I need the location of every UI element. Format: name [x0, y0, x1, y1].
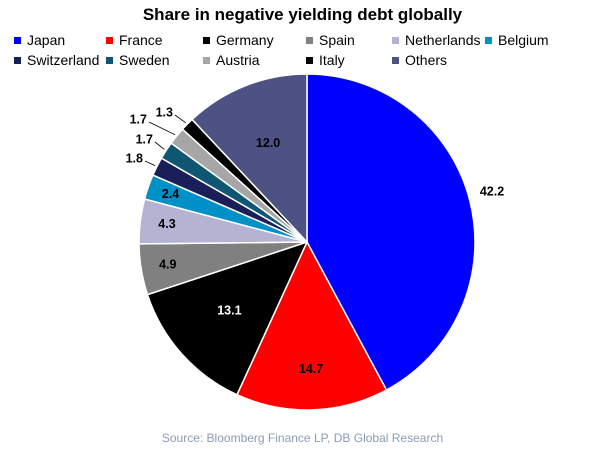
legend-swatch-italy: [306, 56, 313, 64]
legend-label-others: Others: [405, 52, 448, 68]
legend-item-belgium: Belgium: [485, 32, 595, 48]
legend-item-sweden: Sweden: [106, 52, 203, 68]
legend-swatch-belgium: [485, 36, 492, 44]
legend-row-1: Japan France Germany Spain Netherlands Belgiu…: [14, 30, 604, 50]
legend-label-belgium: Belgium: [498, 32, 549, 48]
data-label-japan: 42.2: [480, 184, 504, 198]
data-label-austria: 1.7: [130, 112, 147, 126]
legend-item-japan: Japan: [14, 32, 106, 48]
legend-item-switzerland: Switzerland: [14, 52, 106, 68]
slice-germany: [146, 240, 309, 396]
legend-label-germany: Germany: [216, 32, 274, 48]
legend-item-netherlands: Netherlands: [392, 32, 485, 48]
legend-label-france: France: [119, 32, 163, 48]
leader-line-austria: [148, 121, 176, 136]
legend-item-austria: Austria: [203, 52, 306, 68]
leader-line-italy: [174, 114, 187, 124]
legend-label-japan: Japan: [27, 32, 66, 48]
legend-swatch-germany: [203, 36, 210, 44]
data-label-sweden: 1.7: [136, 132, 153, 146]
legend-item-france: France: [106, 32, 203, 48]
legend-item-italy: Italy: [306, 52, 392, 68]
legend-swatch-others: [392, 56, 399, 64]
legend-swatch-japan: [14, 36, 21, 44]
legend-swatch-sweden: [106, 56, 113, 64]
legend-swatch-switzerland: [14, 56, 21, 64]
legend-swatch-france: [106, 36, 113, 44]
slice-japan: [306, 73, 476, 392]
legend-label-netherlands: Netherlands: [405, 32, 481, 48]
legend-swatch-spain: [306, 36, 313, 44]
source-note: Source: Bloomberg Finance LP, DB Global …: [161, 431, 444, 445]
data-label-italy: 1.3: [156, 105, 173, 119]
data-label-france: 14.7: [299, 362, 323, 376]
chart-legend: Japan France Germany Spain Netherlands Belgiu…: [14, 30, 604, 70]
legend-item-spain: Spain: [306, 32, 392, 48]
data-label-switzerland: 1.8: [126, 151, 143, 165]
legend-label-sweden: Sweden: [119, 52, 170, 68]
data-label-netherlands: 4.3: [158, 217, 175, 231]
data-label-others: 12.0: [256, 136, 280, 150]
leader-line-switzerland: [144, 160, 156, 166]
data-label-belgium: 2.4: [162, 187, 179, 201]
leader-line-sweden: [154, 141, 165, 150]
legend-label-austria: Austria: [216, 52, 260, 68]
data-label-germany: 13.1: [217, 304, 241, 318]
legend-item-others: Others: [392, 52, 485, 68]
legend-label-switzerland: Switzerland: [27, 52, 100, 68]
legend-row-2: Switzerland Sweden Austria Italy Others: [14, 50, 604, 70]
data-label-spain: 4.9: [159, 257, 176, 271]
slice-others: [191, 73, 308, 244]
legend-label-spain: Spain: [319, 32, 355, 48]
legend-item-germany: Germany: [203, 32, 306, 48]
chart-title: Share in negative yielding debt globally: [142, 5, 463, 24]
slice-france: [235, 240, 388, 411]
legend-label-italy: Italy: [319, 52, 345, 68]
legend-swatch-netherlands: [392, 36, 399, 44]
legend-swatch-austria: [203, 56, 210, 64]
